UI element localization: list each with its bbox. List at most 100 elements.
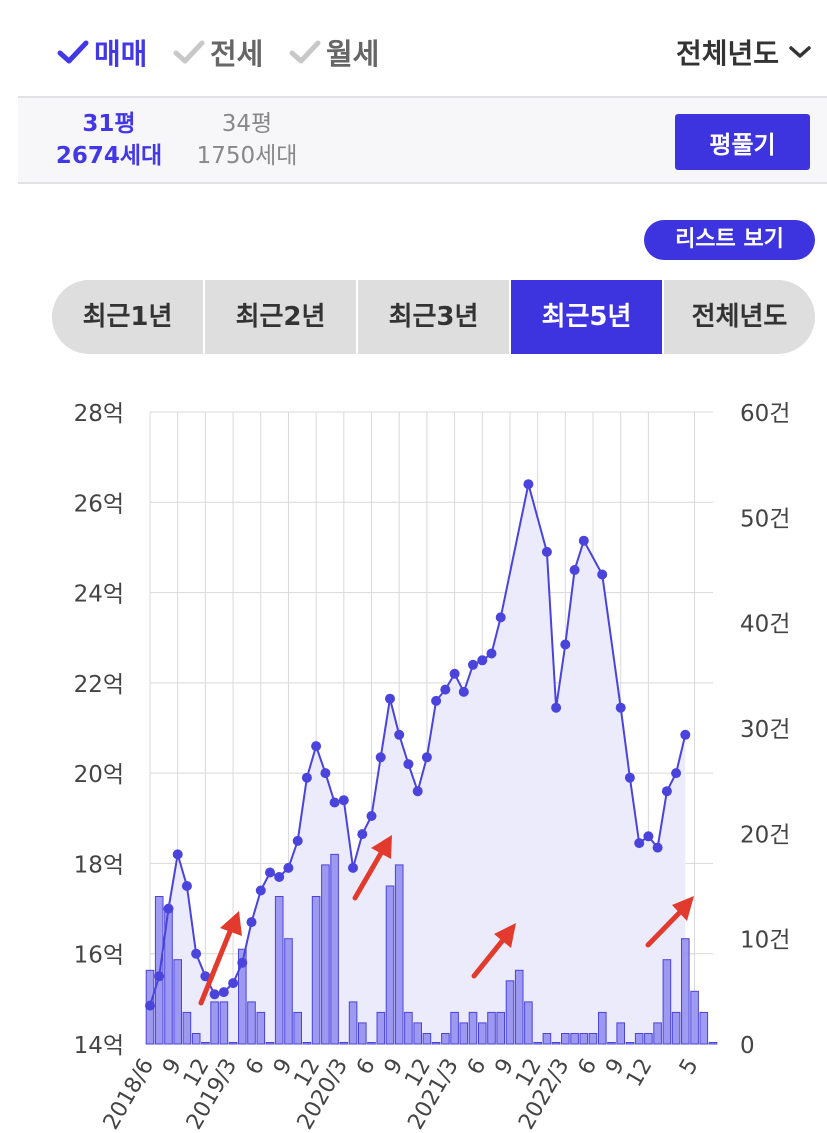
price-point [652,842,663,853]
area-option-34[interactable]: 34평 1750세대 [192,108,302,172]
volume-bar [219,1001,229,1045]
price-point [560,639,571,650]
trade-type-label: 매매 [94,37,148,71]
x-tick-label: 6 [352,1055,381,1080]
volume-bar [238,948,247,1045]
price-point [421,752,432,763]
volume-bar [413,1022,422,1045]
year-dropdown[interactable]: 전체년도 [676,32,813,72]
y-tick-label-right: 20건 [740,822,790,848]
price-point [458,686,469,697]
price-point [265,867,275,878]
volume-bar [708,1042,718,1045]
check-icon [173,40,205,64]
price-point [320,768,331,779]
price-point [643,831,654,842]
price-point [624,772,635,783]
price-point [274,872,285,882]
volume-bar [570,1033,579,1045]
volume-bar [182,1011,192,1045]
x-tick-label: 6 [241,1055,270,1080]
price-point [181,881,192,891]
area-pyeong: 31평 [82,111,136,137]
tab-recent-5y[interactable]: 최근5년 [509,280,662,354]
price-point [661,786,672,797]
volume-bar [348,1001,358,1045]
x-tick-label: 5 [675,1055,704,1080]
annotation-arrows [198,835,694,1006]
chevron-down-icon [789,46,811,58]
area-households: 1750세대 [196,143,298,169]
year-dropdown-label: 전체년도 [675,37,779,70]
volume-bar [385,885,395,1045]
volume-bar [496,1011,505,1045]
volume-bar [487,1011,496,1045]
price-point [292,835,303,846]
trade-type-label: 전세 [210,37,264,71]
trade-type-monthly[interactable]: 월세 [288,32,379,72]
area-option-31[interactable]: 31평 2674세대 [54,108,164,172]
trade-type-sale[interactable]: 매매 [56,32,147,72]
price-point [311,741,322,752]
volume-bar [542,1033,552,1045]
volume-bar [256,1011,266,1045]
price-point [615,702,626,713]
red-arrow-icon [198,911,242,1006]
y-tick-label-right: 40건 [740,612,790,638]
price-point [255,885,266,896]
price-point [431,695,442,706]
price-point [486,648,497,659]
volume-bar [422,1033,432,1045]
price-point [412,786,423,797]
price-point [440,684,451,695]
trade-type-jeonse[interactable]: 전세 [172,32,263,72]
volume-bar [598,1011,607,1045]
volume-bar [644,1033,653,1045]
price-point [597,569,608,580]
volume-bar [616,1022,626,1045]
volume-bar [293,1011,302,1045]
price-point [569,565,580,575]
price-points [145,479,691,1011]
y-tick-label-left: 24억 [74,582,124,608]
pyeong-expand-button[interactable]: 평풀기 [675,114,810,170]
price-point [634,838,645,849]
volume-bar [201,1042,210,1045]
volume-bar [533,1042,543,1045]
price-point [301,772,312,783]
volume-bar [265,1042,275,1045]
volume-bar [247,1001,256,1045]
y-tick-label-left: 22억 [74,672,124,698]
x-tick-label: 12 [622,1055,658,1092]
price-point [338,795,349,806]
trade-type-bar: 매매 전세 월세 전체년도 [0,0,827,96]
y-tick-label-right: 30건 [740,717,790,743]
tab-recent-3y[interactable]: 최근3년 [356,280,509,354]
tab-recent-1y[interactable]: 최근1년 [82,302,173,332]
volume-bar [330,853,339,1045]
price-point [394,729,405,740]
volume-bar [662,959,672,1045]
volume-bar [653,1022,662,1045]
price-point [357,829,368,840]
volume-bar [228,1042,238,1045]
volume-bar [579,1033,589,1045]
volume-bar [671,1011,681,1045]
price-point [541,546,552,557]
y-tick-label-right: 50건 [740,506,790,532]
tab-all-years[interactable]: 전체년도 [662,280,815,354]
red-arrow-icon [471,923,516,979]
price-point [329,797,340,808]
volume-bar [459,1022,469,1045]
price-point [477,655,488,666]
tab-recent-2y[interactable]: 최근2년 [203,280,356,354]
volume-bar [394,864,404,1045]
volume-bar [634,1033,644,1045]
list-view-button[interactable]: 리스트 보기 [644,220,815,260]
x-tick-label: 6 [574,1055,603,1080]
volume-bar [302,1042,312,1045]
red-arrow-icon [645,896,694,948]
area-selector: 31평 2674세대 34평 1750세대 평풀기 [18,96,827,184]
price-point [218,987,229,998]
